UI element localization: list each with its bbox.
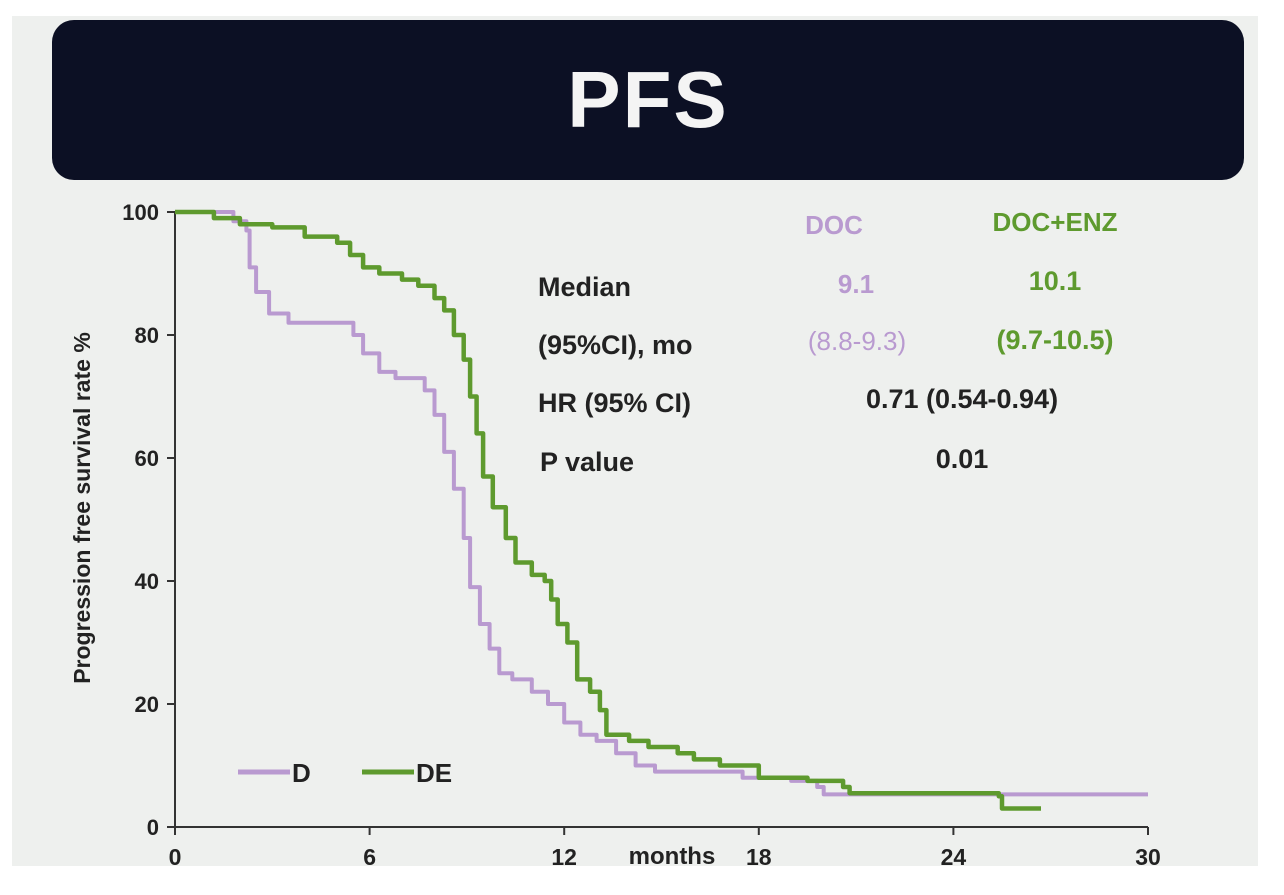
x-tick-label: 12 bbox=[551, 844, 577, 866]
survival-curve-de bbox=[175, 209, 1041, 811]
survival-curve-d bbox=[175, 210, 1148, 797]
chart-series bbox=[175, 209, 1148, 811]
y-tick-label: 100 bbox=[122, 200, 159, 225]
x-tick-label: 24 bbox=[941, 844, 967, 866]
stats-header-docenz: DOC+ENZ bbox=[993, 207, 1118, 237]
x-tick-label: 6 bbox=[363, 844, 376, 866]
x-axis-label: months bbox=[629, 843, 716, 866]
legend-de-label: DE bbox=[416, 758, 452, 788]
stats-label-ci: (95%CI), mo bbox=[538, 330, 693, 360]
y-tick-label: 0 bbox=[147, 815, 159, 840]
stats-label-p: P value bbox=[540, 447, 634, 477]
title-bar: PFS bbox=[52, 20, 1244, 180]
stats-hr-value: 0.71 (0.54-0.94) bbox=[866, 384, 1058, 414]
stats-docenz-median: 10.1 bbox=[1029, 266, 1082, 296]
stats-doc-ci: (8.8-9.3) bbox=[808, 326, 906, 356]
slide: PFS 0 20 40 60 80 100 0 6 12 18 24 30 DOC DOC+ENZ M… bbox=[12, 16, 1258, 866]
stats-docenz-ci: (9.7-10.5) bbox=[996, 325, 1113, 355]
pfs-chart: 0 20 40 60 80 100 0 6 12 18 24 30 DOC DOC+ENZ Media… bbox=[69, 200, 1161, 866]
x-tick-label: 0 bbox=[169, 844, 182, 866]
stats-label-median: Median bbox=[538, 272, 631, 302]
slide-title: PFS bbox=[567, 55, 729, 144]
y-axis-label: Progression free survival rate % bbox=[69, 332, 95, 684]
y-tick-label: 60 bbox=[135, 446, 159, 471]
stats-header-doc: DOC bbox=[805, 210, 863, 240]
chart-legend: D DE bbox=[238, 758, 452, 788]
y-tick-label: 20 bbox=[135, 692, 159, 717]
y-tick-label: 80 bbox=[135, 323, 159, 348]
legend-d-label: D bbox=[292, 758, 311, 788]
x-tick-label: 18 bbox=[746, 844, 772, 866]
stats-doc-median: 9.1 bbox=[838, 269, 874, 299]
chart-axes: 0 20 40 60 80 100 0 6 12 18 24 30 bbox=[122, 200, 1161, 866]
y-tick-label: 40 bbox=[135, 569, 159, 594]
stats-label-hr: HR (95% CI) bbox=[538, 388, 691, 418]
stats-p-value: 0.01 bbox=[936, 444, 989, 474]
x-tick-label: 30 bbox=[1135, 844, 1161, 866]
stats-table: DOC DOC+ENZ Median 9.1 10.1 (95%CI), mo … bbox=[538, 207, 1118, 477]
